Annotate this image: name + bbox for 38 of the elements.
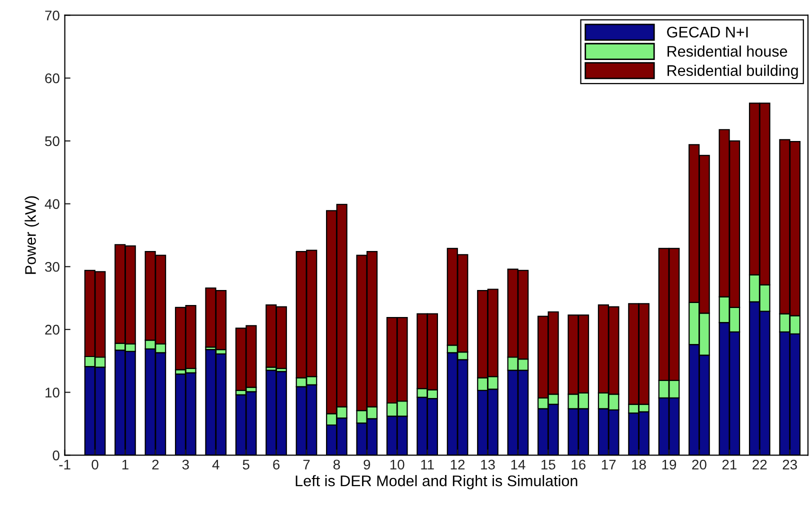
x-tick-label: 16 (572, 460, 586, 470)
x-tick-label: -1 (59, 460, 70, 470)
x-tick-label: 13 (481, 460, 495, 470)
y-tick-label: 0 (52, 450, 60, 460)
x-tick-label: 22 (752, 460, 767, 470)
x-tick-label: 9 (364, 460, 370, 470)
x-tick-label: 5 (242, 460, 250, 470)
y-tick-label: 20 (45, 324, 60, 335)
legend-label: GECAD N+I (667, 26, 748, 38)
x-tick-label: 10 (390, 460, 404, 470)
x-tick-label: 4 (212, 460, 220, 470)
x-tick-label: 7 (303, 460, 310, 470)
x-tick-label: 0 (92, 460, 98, 470)
y-tick-label: 70 (45, 10, 60, 20)
legend-label: Residential building (668, 64, 798, 79)
x-tick-label: 3 (182, 460, 189, 470)
x-tick-label: 18 (632, 460, 646, 470)
x-tick-label: 6 (273, 460, 280, 470)
x-tick-label: 19 (662, 460, 676, 470)
y-tick-label: 30 (45, 262, 60, 272)
x-tick-label: 2 (152, 460, 159, 470)
x-tick-label: 21 (722, 460, 736, 470)
x-tick-label: 20 (692, 460, 706, 470)
x-tick-label: 11 (421, 460, 434, 470)
y-tick-label: 50 (45, 136, 60, 146)
x-tick-label: 15 (542, 460, 556, 470)
x-tick-label: 23 (782, 460, 797, 470)
x-tick-label: 8 (333, 460, 340, 470)
y-tick-label: 40 (44, 199, 60, 209)
y-tick-label: 60 (45, 73, 60, 84)
y-tick-label: 10 (46, 388, 60, 398)
legend-label: Residential house (668, 46, 788, 57)
y-axis-title: Power (kW) (24, 196, 39, 274)
x-tick-label: 12 (450, 460, 465, 470)
x-tick-label: 14 (511, 460, 526, 470)
x-tick-label: 1 (122, 460, 128, 470)
x-axis-title: Left is DER Model and Right is Simulation (296, 475, 578, 490)
x-tick-label: 17 (602, 460, 616, 470)
